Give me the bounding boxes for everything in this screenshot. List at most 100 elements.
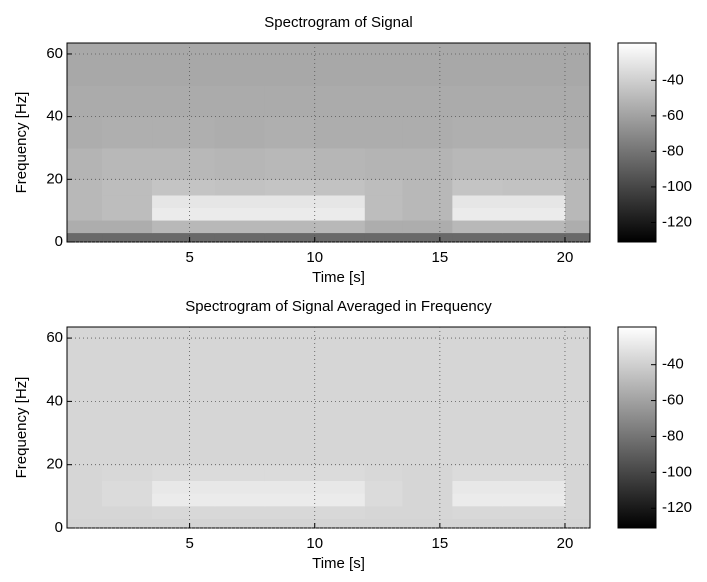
heatmap-cell (564, 147, 591, 180)
heatmap-cell (402, 147, 453, 180)
heatmap-cell (314, 464, 366, 482)
heatmap-cell (102, 220, 153, 234)
heatmap-cell (314, 505, 366, 520)
heatmap-cell (364, 505, 403, 520)
heatmap-cell (452, 220, 503, 234)
heatmap-cell (67, 207, 103, 221)
heatmap-cell (502, 401, 566, 434)
heatmap-cell (502, 116, 566, 149)
heatmap-cell (564, 116, 591, 149)
heatmap-cell (564, 518, 591, 529)
x-tick-label: 20 (557, 535, 574, 552)
heatmap-cell (364, 369, 403, 402)
heatmap-cell (452, 464, 503, 482)
heatmap-cell (102, 493, 153, 507)
heatmap-cell (502, 85, 566, 118)
heatmap-cell (314, 518, 366, 529)
heatmap-cell (564, 220, 591, 234)
heatmap-cell (402, 464, 453, 482)
heatmap-cell (67, 493, 103, 507)
heatmap-cell (102, 116, 153, 149)
heatmap-cell (214, 232, 266, 243)
heatmap-cell (152, 147, 216, 180)
y-axis-label: Frequency [Hz] (13, 92, 30, 194)
heatmap-cell (502, 232, 566, 243)
heatmap-cell (364, 85, 403, 118)
heatmap-cell (214, 207, 266, 221)
heatmap-cell (214, 43, 266, 86)
heatmap-cell (102, 194, 153, 209)
heatmap-cell (102, 207, 153, 221)
colorbar (617, 42, 657, 243)
heatmap-cell (214, 327, 266, 371)
heatmap-cell (564, 433, 591, 466)
heatmap-cell (152, 464, 216, 482)
heatmap-cell (502, 207, 566, 221)
y-tick-label: 20 (46, 170, 63, 187)
heatmap-cell (502, 194, 566, 209)
heatmap-cell (314, 327, 366, 371)
heatmap-cell (314, 147, 366, 180)
heatmap-cell (564, 464, 591, 482)
heatmap-cell (67, 194, 103, 209)
heatmap-cell (502, 464, 566, 482)
heatmap-cell (502, 369, 566, 402)
heatmap-cell (102, 401, 153, 434)
heatmap-cell (264, 505, 316, 520)
heatmap-cell (364, 147, 403, 180)
heatmap-cell (402, 369, 453, 402)
heatmap-cell (502, 493, 566, 507)
y-tick-label: 60 (46, 45, 63, 62)
y-tick-label: 40 (46, 108, 63, 125)
heatmap-cell (214, 401, 266, 434)
heatmap-cell (402, 85, 453, 118)
heatmap-cell (102, 85, 153, 118)
heatmap-cell (364, 232, 403, 243)
heatmap-cell (564, 480, 591, 494)
y-tick-label: 40 (46, 392, 63, 409)
heatmap-cell (67, 480, 103, 494)
heatmap-cell (564, 493, 591, 507)
heatmap-cell (502, 147, 566, 180)
heatmap-cell (564, 179, 591, 196)
heatmap-cell (152, 232, 216, 243)
heatmap-cell (152, 194, 216, 209)
colorbar-tick-label: -60 (662, 107, 684, 124)
heatmap-cell (214, 194, 266, 209)
heatmap-cell (264, 480, 316, 494)
heatmap-cell (452, 85, 503, 118)
heatmap-cell (214, 433, 266, 466)
heatmap-cell (502, 480, 566, 494)
heatmap-cell (314, 401, 366, 434)
heatmap-cell (264, 401, 316, 434)
heatmap-cell (214, 85, 266, 118)
heatmap-cell (402, 207, 453, 221)
x-tick-label: 5 (185, 249, 193, 266)
heatmap-cell (402, 179, 453, 196)
heatmap-cell (452, 401, 503, 434)
heatmap-cell (152, 327, 216, 371)
heatmap-cell (564, 194, 591, 209)
heatmap-cell (364, 327, 403, 371)
colorbar-tick-label: -120 (662, 213, 692, 230)
heatmap-cell (214, 493, 266, 507)
heatmap-cell (452, 207, 503, 221)
heatmap-cell (264, 194, 316, 209)
heatmap-cell (402, 493, 453, 507)
heatmap-cell (364, 116, 403, 149)
heatmap-cell (264, 85, 316, 118)
heatmap-cell (402, 220, 453, 234)
heatmap-cell (452, 147, 503, 180)
heatmap-cell (102, 369, 153, 402)
heatmap-cell (402, 116, 453, 149)
heatmap-cell (214, 505, 266, 520)
heatmap-cell (402, 43, 453, 86)
heatmap-cell (152, 179, 216, 196)
chart-title: Spectrogram of Signal Averaged in Freque… (185, 298, 492, 315)
heatmap-cell (402, 194, 453, 209)
colorbar-tick-label: -80 (662, 427, 684, 444)
colorbar-tick-label: -120 (662, 499, 692, 516)
colorbar-tick-label: -60 (662, 392, 684, 409)
heatmap-cell (152, 116, 216, 149)
heatmap-cell (502, 518, 566, 529)
